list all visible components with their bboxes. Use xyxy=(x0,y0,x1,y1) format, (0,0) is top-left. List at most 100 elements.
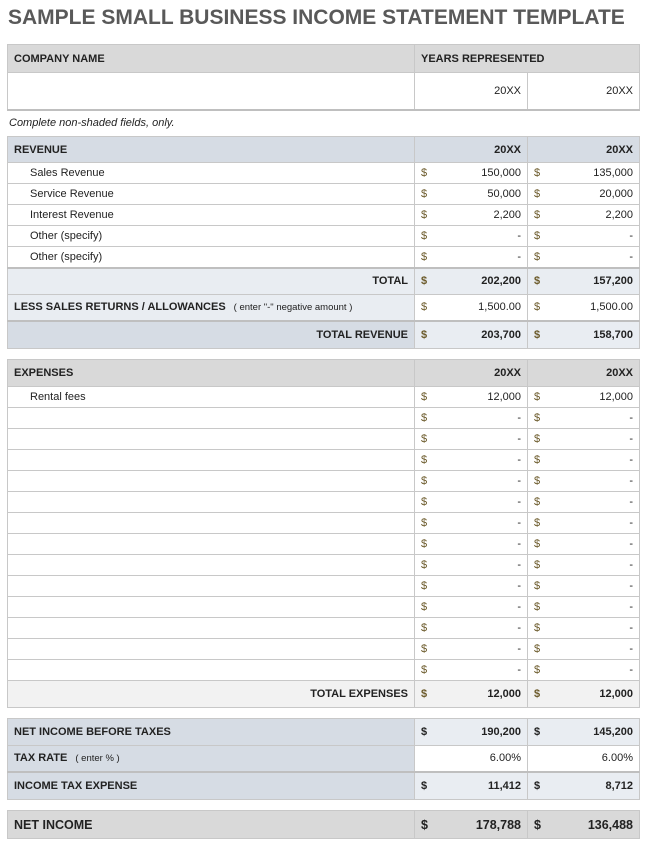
summary-table: NET INCOME BEFORE TAXES $190,200 $145,20… xyxy=(7,718,640,800)
net-income-value-1: 178,788 xyxy=(475,817,521,832)
returns-row: LESS SALES RETURNS / ALLOWANCES ( enter "… xyxy=(7,294,640,322)
revenue-value-1[interactable]: 150,000 xyxy=(481,167,521,179)
expense-value-1[interactable]: 12,000 xyxy=(487,391,521,403)
expense-row-label[interactable] xyxy=(7,617,415,639)
revenue-value-1[interactable]: 2,200 xyxy=(493,209,521,221)
currency-symbol: $ xyxy=(534,538,541,550)
currency-symbol: $ xyxy=(421,496,428,508)
revenue-row-label[interactable]: Other (specify) xyxy=(7,246,415,268)
expense-value-2[interactable]: - xyxy=(629,412,633,424)
expense-value-1[interactable]: - xyxy=(517,580,521,592)
currency-symbol: $ xyxy=(534,726,541,738)
expense-value-1[interactable]: - xyxy=(517,412,521,424)
expense-value-2[interactable]: - xyxy=(629,454,633,466)
expense-row-label[interactable] xyxy=(7,638,415,660)
currency-symbol: $ xyxy=(534,391,541,403)
expense-row-label[interactable] xyxy=(7,449,415,471)
expense-value-2[interactable]: - xyxy=(629,580,633,592)
revenue-value-2[interactable]: - xyxy=(629,250,633,263)
expense-row: $ - $ - xyxy=(7,470,640,492)
expense-value-2[interactable]: - xyxy=(629,475,633,487)
revenue-row-label[interactable]: Sales Revenue xyxy=(7,162,415,184)
expense-value-1[interactable]: - xyxy=(517,601,521,613)
currency-symbol: $ xyxy=(421,643,428,655)
revenue-value-1[interactable]: - xyxy=(517,230,521,242)
expense-row-label[interactable] xyxy=(7,491,415,513)
company-name-field[interactable] xyxy=(7,72,415,111)
expense-row-label[interactable] xyxy=(7,659,415,681)
revenue-year-1: 20XX xyxy=(414,136,528,163)
revenue-value-2[interactable]: 2,200 xyxy=(605,209,633,221)
expense-value-1[interactable]: - xyxy=(517,454,521,466)
currency-symbol: $ xyxy=(421,580,428,592)
currency-symbol: $ xyxy=(534,496,541,508)
expense-row-label[interactable] xyxy=(7,596,415,618)
expenses-header: EXPENSES xyxy=(7,359,415,387)
returns-value-2[interactable]: 1,500.00 xyxy=(590,301,633,314)
currency-symbol: $ xyxy=(534,622,541,634)
currency-symbol: $ xyxy=(421,250,428,263)
revenue-total-1: 202,200 xyxy=(481,275,521,288)
expense-value-2[interactable]: - xyxy=(629,622,633,634)
returns-label: LESS SALES RETURNS / ALLOWANCES xyxy=(14,301,226,314)
expense-value-2[interactable]: - xyxy=(629,601,633,613)
year-field-2[interactable]: 20XX xyxy=(526,72,641,111)
expense-row-label[interactable] xyxy=(7,470,415,492)
revenue-value-2[interactable]: 135,000 xyxy=(593,167,633,179)
currency-symbol: $ xyxy=(534,209,541,221)
expense-value-1[interactable]: - xyxy=(517,622,521,634)
expense-row-label[interactable] xyxy=(7,512,415,534)
expense-row-label[interactable] xyxy=(7,428,415,450)
revenue-value-1[interactable]: - xyxy=(517,250,521,263)
currency-symbol: $ xyxy=(421,301,428,314)
expense-value-1[interactable]: - xyxy=(517,475,521,487)
currency-symbol: $ xyxy=(421,391,428,403)
expense-row-label[interactable] xyxy=(7,533,415,555)
expense-value-2[interactable]: - xyxy=(629,664,633,676)
currency-symbol: $ xyxy=(421,454,428,466)
revenue-value-1[interactable]: 50,000 xyxy=(487,188,521,200)
revenue-row-label[interactable]: Service Revenue xyxy=(7,183,415,205)
expense-value-1[interactable]: - xyxy=(517,517,521,529)
expense-value-2[interactable]: - xyxy=(629,496,633,508)
expense-value-1[interactable]: - xyxy=(517,538,521,550)
currency-symbol: $ xyxy=(421,328,428,341)
expense-row-label[interactable] xyxy=(7,554,415,576)
expense-row-label[interactable] xyxy=(7,575,415,597)
expense-row-label[interactable] xyxy=(7,407,415,429)
expense-row-label[interactable]: Rental fees xyxy=(7,386,415,408)
currency-symbol: $ xyxy=(421,622,428,634)
expense-value-1[interactable]: - xyxy=(517,559,521,571)
currency-symbol: $ xyxy=(534,412,541,424)
total-label: TOTAL xyxy=(7,267,415,295)
expense-value-2[interactable]: 12,000 xyxy=(599,391,633,403)
currency-symbol: $ xyxy=(534,328,541,341)
expense-value-1[interactable]: - xyxy=(517,643,521,655)
nibt-label: NET INCOME BEFORE TAXES xyxy=(7,718,415,746)
revenue-table: REVENUE 20XX 20XX Sales Revenue $150,000 $13… xyxy=(7,136,640,349)
currency-symbol: $ xyxy=(421,817,428,832)
expense-value-2[interactable]: - xyxy=(629,538,633,550)
revenue-row-label[interactable]: Other (specify) xyxy=(7,225,415,247)
expense-value-1[interactable]: - xyxy=(517,433,521,445)
revenue-value-2[interactable]: 20,000 xyxy=(599,188,633,200)
expense-value-1[interactable]: - xyxy=(517,496,521,508)
expense-value-2[interactable]: - xyxy=(629,559,633,571)
tax-rate-field-2[interactable]: 6.00% xyxy=(527,745,640,773)
expenses-table: EXPENSES 20XX 20XX Rental fees $12,000 $12,0… xyxy=(7,359,640,708)
expense-value-1[interactable]: - xyxy=(517,664,521,676)
expense-row: $ - $ - xyxy=(7,533,640,555)
expense-value-2[interactable]: - xyxy=(629,643,633,655)
currency-symbol: $ xyxy=(421,412,428,424)
expense-value-2[interactable]: - xyxy=(629,517,633,529)
year-field-1[interactable]: 20XX xyxy=(414,72,528,111)
returns-value-1[interactable]: 1,500.00 xyxy=(478,301,521,314)
currency-symbol: $ xyxy=(534,817,541,832)
expense-row: $ - $ - xyxy=(7,491,640,513)
expense-row: Rental fees $12,000 $12,000 xyxy=(7,386,640,408)
expense-value-2[interactable]: - xyxy=(629,433,633,445)
currency-symbol: $ xyxy=(421,601,428,613)
tax-rate-field-1[interactable]: 6.00% xyxy=(414,745,528,773)
revenue-value-2[interactable]: - xyxy=(629,230,633,242)
revenue-row-label[interactable]: Interest Revenue xyxy=(7,204,415,226)
